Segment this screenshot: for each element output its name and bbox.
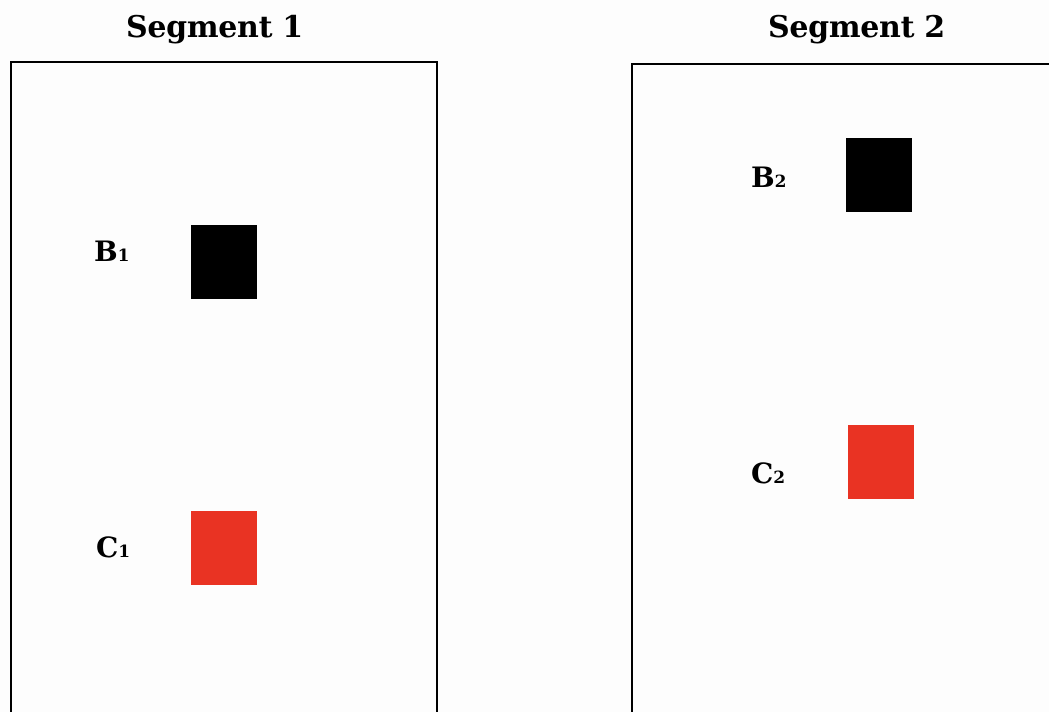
segment-2-c-label: C2	[751, 458, 785, 494]
segment-1-c-subscript: 1	[118, 542, 131, 562]
segment-2-b-label: B2	[751, 162, 787, 198]
segment-2-c-subscript: 2	[773, 468, 786, 488]
segment-1-b-square	[191, 225, 257, 299]
segment-2-b-square	[846, 138, 912, 212]
segment-1-c-label: C1	[96, 532, 130, 568]
segment-2-panel	[631, 63, 1049, 712]
segment-2-title: Segment 2	[768, 10, 945, 45]
segment-1-b-subscript: 1	[117, 246, 130, 266]
segment-1-c-square	[191, 511, 257, 585]
segment-2-b-letter: B	[751, 161, 775, 194]
segment-1-c-letter: C	[96, 531, 119, 564]
segment-1-b-letter: B	[94, 235, 118, 268]
segment-1-b-label: B1	[94, 236, 130, 272]
segment-2-b-subscript: 2	[774, 172, 787, 192]
segment-1-title: Segment 1	[126, 10, 303, 45]
segment-1-panel	[10, 61, 438, 712]
segment-2-c-square	[848, 425, 914, 499]
segment-2-c-letter: C	[751, 457, 774, 490]
